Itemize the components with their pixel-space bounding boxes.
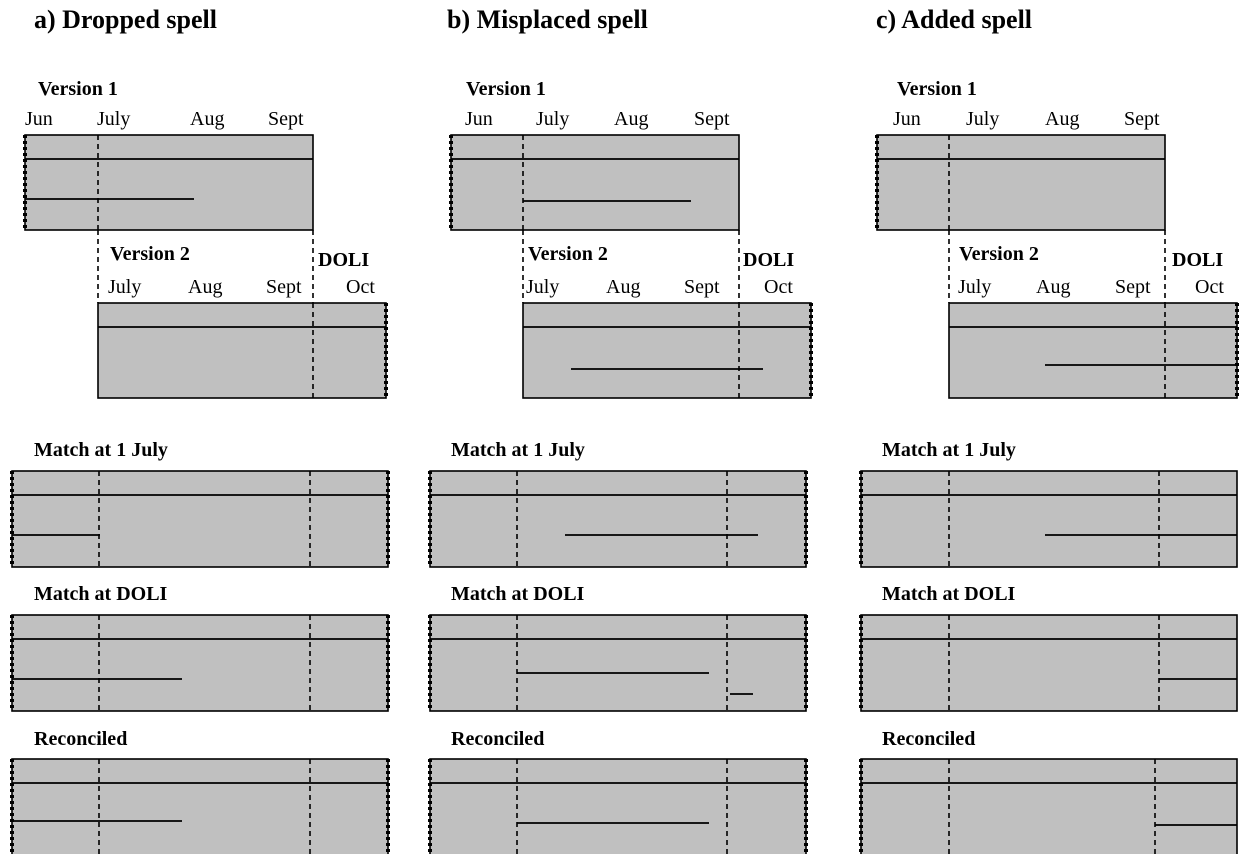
version2-label: Version 2 <box>528 243 608 265</box>
month-label: Aug <box>606 276 640 298</box>
panel-title: a) Dropped spell <box>34 5 217 34</box>
panel-misplaced-spell: b) Misplaced spell Version 1 Jun July Au… <box>428 5 813 854</box>
month-label: July <box>958 276 991 298</box>
version1-timeline-box <box>876 134 1166 231</box>
month-label: Aug <box>1036 276 1070 298</box>
version1-label: Version 1 <box>466 78 546 100</box>
panel-added-spell: c) Added spell Version 1 Jun July Aug Se… <box>859 5 1239 854</box>
row-label: Match at DOLI <box>882 583 1016 605</box>
row-label: Match at 1 July <box>34 439 168 461</box>
month-label: Jun <box>893 108 921 130</box>
result-timeline-box <box>429 758 807 854</box>
version2-label: Version 2 <box>959 243 1039 265</box>
row-label: Match at 1 July <box>451 439 585 461</box>
row-label: Match at 1 July <box>882 439 1016 461</box>
version1-label: Version 1 <box>38 78 118 100</box>
row-label: Reconciled <box>451 728 544 750</box>
result-timeline-box <box>860 614 1238 712</box>
month-label: July <box>966 108 999 130</box>
month-label: Aug <box>188 276 222 298</box>
month-label: Oct <box>1195 276 1224 298</box>
result-timeline-box <box>860 758 1238 854</box>
row-label: Reconciled <box>34 728 127 750</box>
month-label: Aug <box>1045 108 1079 130</box>
month-label: Sept <box>1115 276 1151 298</box>
version1-timeline-box <box>24 134 314 231</box>
month-label: Aug <box>190 108 224 130</box>
result-timeline-box <box>11 758 389 854</box>
panel-title: b) Misplaced spell <box>447 5 648 34</box>
result-timeline-box <box>860 470 1238 568</box>
month-label: July <box>108 276 141 298</box>
version2-timeline-box <box>97 302 387 399</box>
version2-timeline-box <box>948 302 1238 399</box>
doli-label: DOLI <box>318 249 369 271</box>
result-timeline-box <box>11 470 389 568</box>
version2-timeline-box <box>522 302 812 399</box>
row-label: Match at DOLI <box>34 583 168 605</box>
month-label: Sept <box>266 276 302 298</box>
doli-label: DOLI <box>1172 249 1223 271</box>
month-label: Sept <box>684 276 720 298</box>
version2-label: Version 2 <box>110 243 190 265</box>
version1-label: Version 1 <box>897 78 977 100</box>
panel-dropped-spell: a) Dropped spell Version 1 Jun July Aug … <box>10 5 390 854</box>
month-label: July <box>536 108 569 130</box>
month-label: Sept <box>268 108 304 130</box>
month-label: Oct <box>764 276 793 298</box>
month-label: July <box>526 276 559 298</box>
month-label: Sept <box>694 108 730 130</box>
month-label: Aug <box>614 108 648 130</box>
row-label: Reconciled <box>882 728 975 750</box>
result-timeline-box <box>11 614 389 712</box>
month-label: Jun <box>25 108 53 130</box>
month-label: Sept <box>1124 108 1160 130</box>
panel-title: c) Added spell <box>876 5 1032 34</box>
row-label: Match at DOLI <box>451 583 585 605</box>
month-label: July <box>97 108 130 130</box>
doli-label: DOLI <box>743 249 794 271</box>
version1-timeline-box <box>450 134 740 231</box>
result-timeline-box <box>429 614 807 712</box>
result-timeline-box <box>429 470 807 568</box>
month-label: Oct <box>346 276 375 298</box>
month-label: Jun <box>465 108 493 130</box>
